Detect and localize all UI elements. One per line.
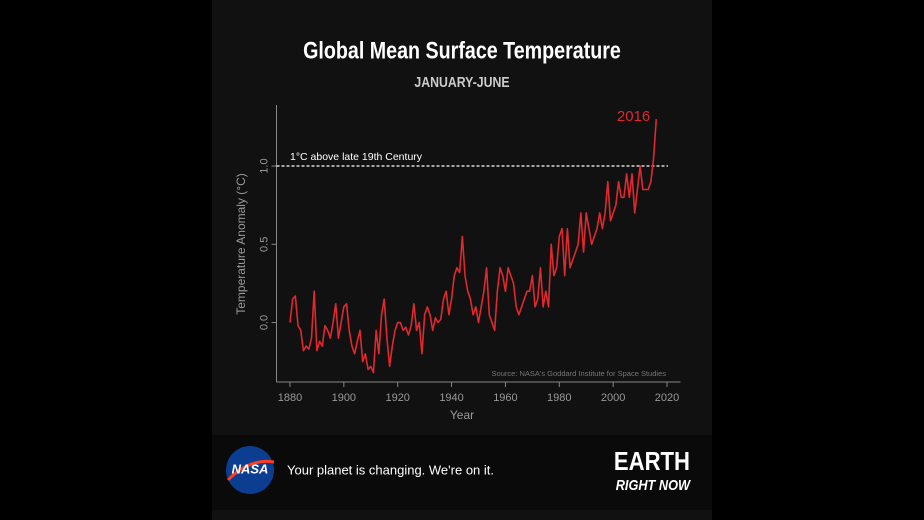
temperature-line	[289, 119, 658, 374]
footer-band	[212, 435, 712, 510]
tagline: Your planet is changing. We're on it.	[287, 462, 494, 477]
nasa-logo: NASA	[226, 446, 275, 494]
x-tick-label: 1880	[278, 392, 302, 404]
y-tick-label: 0.0	[258, 315, 270, 330]
x-tick-label: 1980	[547, 392, 571, 404]
brand-line: RIGHT NOW	[616, 476, 692, 493]
brand-line: EARTH	[614, 447, 690, 476]
y-tick-label: 0.5	[258, 237, 270, 252]
y-axis-label: Temperature Anomaly (°C)	[234, 173, 248, 315]
chart-title: Global Mean Surface Temperature	[303, 36, 621, 63]
logo-text: NASA	[232, 461, 269, 476]
x-tick-label: 2000	[601, 392, 625, 404]
reference-label: 1°C above late 19th Century	[290, 151, 423, 163]
y-tick-label: 1.0	[258, 158, 270, 173]
x-tick-label: 2020	[655, 392, 679, 404]
x-tick-label: 1920	[385, 392, 409, 404]
source: Source: NASA's Goddard Institute for Spa…	[492, 369, 667, 378]
logo-swoosh	[226, 459, 275, 482]
chart-subtitle: JANUARY-JUNE	[414, 74, 509, 90]
highlight-label: 2016	[617, 108, 650, 125]
x-tick-label: 1940	[439, 392, 463, 404]
x-tick-label: 1900	[332, 392, 356, 404]
logo-circle	[226, 446, 274, 494]
x-axis-label: Year	[450, 408, 474, 422]
panel	[212, 0, 712, 520]
x-tick-label: 1960	[493, 392, 517, 404]
